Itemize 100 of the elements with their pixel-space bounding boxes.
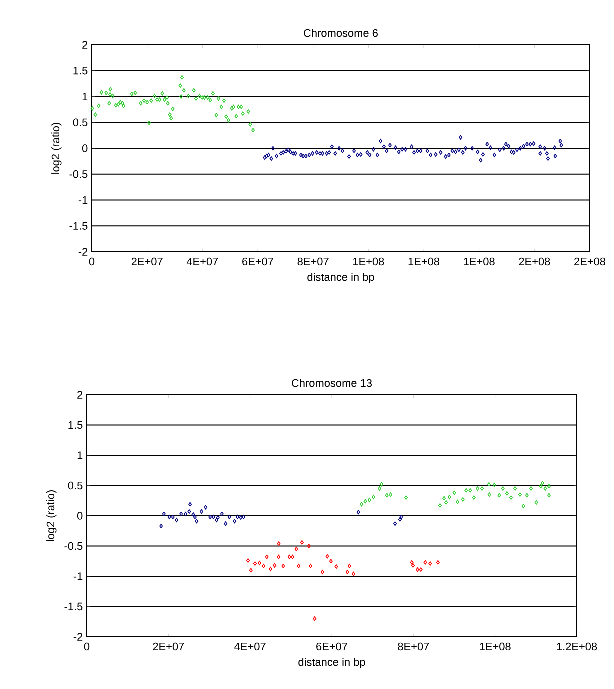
point	[94, 112, 98, 118]
point	[501, 486, 505, 491]
point	[424, 560, 428, 565]
point	[230, 106, 234, 111]
point	[368, 498, 372, 502]
point	[326, 554, 330, 559]
point	[514, 486, 518, 491]
point	[360, 502, 364, 507]
point	[184, 512, 188, 516]
point	[540, 481, 544, 486]
point	[419, 568, 423, 572]
point	[378, 486, 382, 491]
point	[108, 101, 112, 106]
point	[273, 563, 277, 568]
y-tick-label: -0.5	[70, 170, 88, 178]
point	[309, 564, 313, 568]
point	[120, 101, 124, 106]
point	[389, 492, 393, 498]
point	[320, 570, 324, 574]
point	[90, 106, 94, 111]
x-axis-title: distance in bp	[308, 273, 374, 284]
point	[530, 486, 534, 491]
y-tick-label: 1.5	[68, 421, 83, 430]
point	[518, 492, 522, 498]
point	[236, 104, 240, 110]
point	[146, 100, 150, 105]
y-tick-label: -2	[74, 633, 83, 641]
point	[438, 504, 442, 508]
point	[428, 562, 432, 566]
point	[206, 96, 210, 100]
point	[226, 118, 230, 123]
point	[216, 96, 220, 102]
chart-title: Chromosome 13	[292, 379, 372, 388]
point	[248, 122, 252, 127]
point	[130, 92, 134, 96]
x-tick-label: 8E+07	[298, 258, 329, 266]
point	[356, 510, 360, 515]
point	[394, 522, 398, 526]
point	[100, 90, 104, 95]
point	[224, 114, 228, 120]
point	[329, 559, 333, 564]
point	[464, 488, 468, 493]
point	[547, 493, 551, 498]
point	[364, 499, 368, 504]
point	[476, 486, 480, 491]
point	[215, 518, 219, 522]
point	[404, 496, 408, 500]
y-tick-label: -1	[74, 572, 83, 580]
y-tick-label: -2	[78, 248, 88, 256]
y-tick-label: 0	[82, 144, 88, 152]
point	[97, 104, 101, 108]
x-tick-label: 1E+08	[480, 642, 511, 651]
point	[498, 493, 502, 498]
point	[166, 101, 170, 106]
point	[224, 522, 228, 526]
x-tick-label: 1.2E+08	[557, 642, 598, 651]
point	[168, 112, 172, 118]
point	[170, 116, 174, 121]
point	[162, 512, 166, 516]
point	[452, 490, 456, 496]
point	[291, 554, 295, 560]
point	[307, 544, 311, 548]
point	[468, 488, 472, 493]
point	[163, 98, 167, 102]
point	[114, 103, 118, 108]
point	[236, 515, 240, 520]
point	[242, 515, 246, 520]
point	[246, 558, 250, 563]
point	[472, 496, 476, 500]
y-tick-label: -1.5	[70, 222, 88, 230]
y-axis-title: log2 (ratio)	[46, 490, 57, 542]
point	[492, 482, 496, 488]
point	[175, 518, 179, 522]
point	[380, 482, 384, 487]
point	[448, 495, 452, 500]
point	[160, 91, 164, 96]
x-axis-title: distance in bp	[298, 658, 366, 668]
point	[211, 91, 215, 96]
point	[108, 92, 112, 97]
point	[122, 104, 126, 108]
point	[282, 564, 286, 568]
point	[348, 564, 352, 568]
point	[547, 484, 551, 489]
x-tick-label: 4E+07	[234, 642, 266, 651]
y-tick-label: -1.5	[64, 602, 83, 611]
point	[186, 94, 190, 98]
point	[148, 120, 152, 126]
point	[134, 90, 138, 96]
y-tick-label: 0.5	[73, 118, 88, 126]
y-axis-title: log2 (ratio)	[52, 123, 62, 174]
point	[158, 98, 162, 102]
point	[178, 84, 182, 88]
x-tick-label: 6E+07	[316, 642, 348, 651]
point	[204, 505, 208, 510]
point	[194, 96, 198, 102]
point	[442, 496, 446, 501]
point	[539, 484, 543, 489]
y-tick-label: 2	[82, 41, 88, 49]
point	[233, 519, 237, 524]
x-tick-label: 2E+07	[153, 642, 184, 651]
